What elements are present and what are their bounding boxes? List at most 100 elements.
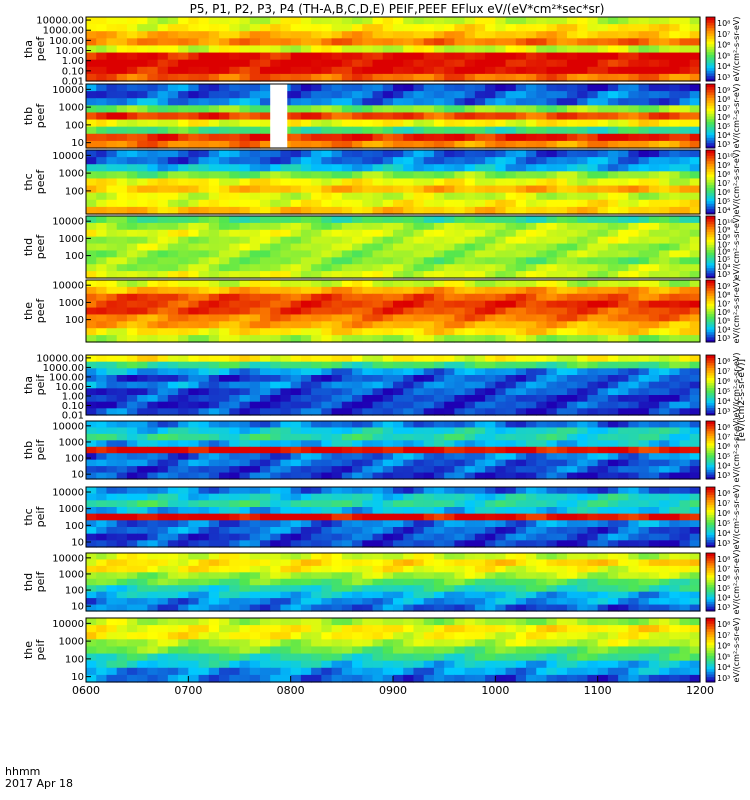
heatmap-cell [96,300,108,309]
heatmap-cell [352,565,363,573]
heatmap-cell [526,150,537,158]
heatmap-cell [566,264,578,272]
heatmap-cell [433,335,445,343]
heatmap-cell [536,222,548,231]
heatmap-cell [86,185,97,194]
heatmap-cell [474,133,486,142]
heatmap-cell [495,105,507,114]
heatmap-cell [597,243,609,252]
heatmap-cell [526,59,537,68]
heatmap-cell [423,421,435,429]
heatmap-cell [116,140,128,149]
heatmap-cell [106,500,118,508]
colorbar-tick-label: 10⁷ [717,367,730,376]
colorbar-tick-label: 10⁷ [717,499,730,508]
heatmap-cell [86,105,97,114]
heatmap-cell [597,578,609,586]
heatmap-cell [116,264,128,272]
heatmap-cell [577,105,589,114]
heatmap-cell [689,293,701,302]
heatmap-cell [208,300,220,309]
heatmap-cell [403,271,415,279]
heatmap-cell [403,52,415,61]
heatmap-cell [495,150,507,158]
heatmap-cell [577,24,589,32]
heatmap-cell [178,229,189,238]
heatmap-cell [505,192,517,201]
heatmap-cell [393,433,404,441]
heatmap-cell [321,433,333,441]
heatmap-cell [536,293,548,302]
heatmap-cell [689,243,701,252]
heatmap-cell [116,293,128,302]
heatmap-cell [280,264,292,272]
heatmap-cell [689,73,701,82]
heatmap-cell [239,375,251,383]
heatmap-cell [157,236,169,245]
heatmap-cell [198,164,210,172]
heatmap-cell [505,328,517,336]
heatmap-cell [219,66,230,75]
heatmap-cell [331,38,343,47]
heatmap-cell [167,59,179,68]
heatmap-cell [86,368,97,376]
heatmap-cell [106,433,118,441]
heatmap-cell [689,286,701,295]
heatmap-cell [300,280,312,288]
heatmap-cell [198,250,210,258]
heatmap-cell [526,192,537,201]
colorbar-segment [706,323,715,327]
heatmap-cell [556,321,568,329]
heatmap-cell [126,178,138,187]
heatmap-cell [270,286,282,295]
heatmap-cell [229,17,241,25]
heatmap-cell [188,446,200,454]
heatmap-cell [423,401,435,409]
heatmap-cell [167,375,179,383]
heatmap-cell [485,433,496,441]
heatmap-cell [106,293,118,302]
heatmap-cell [628,105,640,114]
heatmap-cell [587,433,599,441]
heatmap-cell [413,433,425,441]
heatmap-cell [515,271,527,279]
heatmap-cell [638,59,650,68]
colorbar-tick-label: 10¹⁰ [717,152,734,161]
heatmap-cell [229,565,241,573]
heatmap-cell [566,250,578,258]
heatmap-cell [566,487,578,495]
heatmap-cell [577,388,589,396]
heatmap-cell [515,66,527,75]
heatmap-cell [86,500,97,508]
heatmap-cell [300,388,312,396]
heatmap-cell [249,199,261,208]
heatmap-cell [321,192,333,201]
heatmap-cell [679,433,691,441]
heatmap-cell [259,472,271,480]
heatmap-cell [444,565,455,573]
heatmap-cell [413,243,425,252]
heatmap-cell [86,459,97,467]
heatmap-cell [679,126,691,135]
heatmap-cell [382,540,394,548]
heatmap-cell [147,38,159,47]
heatmap-cell [638,250,650,258]
heatmap-cell [188,381,200,389]
heatmap-cell [147,84,159,92]
heatmap-cell [239,401,251,409]
heatmap-cell [423,250,435,258]
heatmap-cell [628,559,640,567]
heatmap-cell [485,500,496,508]
heatmap-cell [648,500,660,508]
heatmap-cell [372,493,384,501]
y-tick-label: 10 [71,138,84,149]
heatmap-cell [679,119,691,128]
colorbar-segment [706,206,715,210]
heatmap-cell [362,271,374,279]
heatmap-cell [178,527,189,535]
colorbar-segment [706,129,715,133]
heatmap-cell [147,585,159,593]
heatmap-cell [259,216,271,224]
colorbar-segment [706,504,715,508]
